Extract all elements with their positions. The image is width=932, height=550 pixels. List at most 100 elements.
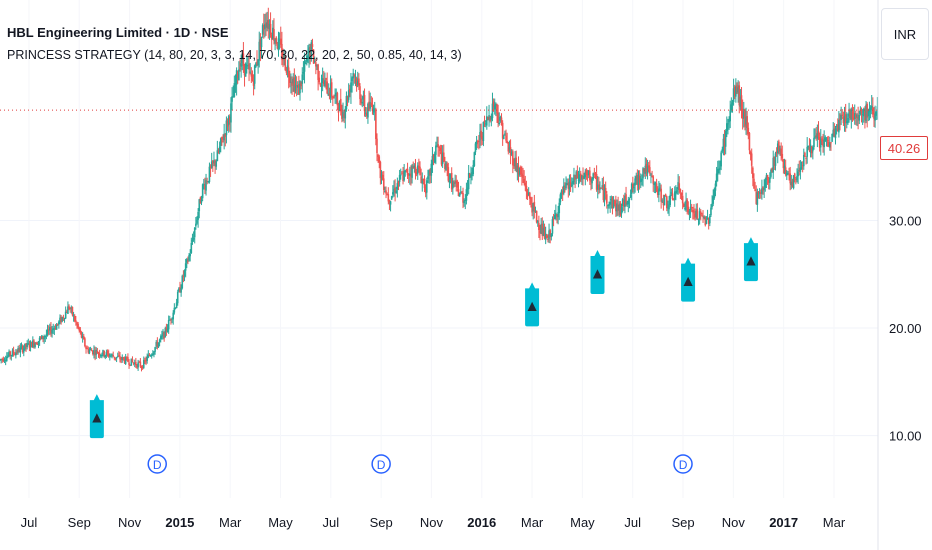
candle-body xyxy=(826,140,829,142)
candle-body xyxy=(12,350,15,354)
candle-body xyxy=(819,138,822,148)
currency-button[interactable]: INR xyxy=(881,8,929,60)
candle-body xyxy=(790,181,793,186)
candle-body xyxy=(140,366,143,368)
candle-body xyxy=(103,350,105,357)
candle-body xyxy=(180,288,182,293)
candle-body xyxy=(235,70,238,85)
candle-body xyxy=(182,275,185,277)
candle-body xyxy=(219,138,222,147)
candle-body xyxy=(431,155,434,166)
candle-body xyxy=(682,204,685,207)
candle-body xyxy=(875,111,878,116)
candle-body xyxy=(41,335,43,340)
candle-body xyxy=(518,167,521,175)
candle-body xyxy=(422,178,425,181)
candle-body xyxy=(759,192,762,194)
candle-body xyxy=(141,366,144,369)
candle-body xyxy=(61,317,64,322)
buy-signals: ▲ ▲ ▲ ▲ ▲ xyxy=(89,237,758,439)
candle-body xyxy=(715,173,718,183)
candle-body xyxy=(436,145,438,148)
candle-body xyxy=(105,351,108,356)
dividend-marker: D xyxy=(371,454,391,474)
candle-body xyxy=(668,204,670,210)
candle-body xyxy=(506,141,508,144)
candle-body xyxy=(627,200,630,205)
candle-body xyxy=(312,49,315,64)
candle-body xyxy=(502,136,505,139)
candle-body xyxy=(258,41,261,61)
candle-body xyxy=(252,81,255,86)
candle-body xyxy=(602,184,605,200)
candle-body xyxy=(135,361,137,366)
candle-body xyxy=(166,328,169,332)
candle-body xyxy=(850,109,853,120)
candle-body xyxy=(612,199,615,209)
candle-body xyxy=(86,348,88,350)
candle-body xyxy=(347,90,350,100)
candle-body xyxy=(56,323,59,325)
candle-body xyxy=(381,174,384,181)
candle-body xyxy=(716,168,719,175)
candle-body xyxy=(179,287,181,293)
candle-body xyxy=(461,192,463,194)
candle-body xyxy=(587,170,590,176)
candle-body xyxy=(70,307,73,309)
indicator-legend[interactable]: PRINCESS STRATEGY (14, 80, 20, 3, 3, 14,… xyxy=(7,48,462,62)
candle-body xyxy=(822,140,824,147)
candle-body xyxy=(756,192,759,205)
candle-body xyxy=(432,154,435,162)
candle-body xyxy=(158,339,161,343)
candle-body xyxy=(703,216,705,219)
buy-signal-arrow-icon: ▲ xyxy=(92,410,102,424)
candle-body xyxy=(778,141,780,152)
candle-body xyxy=(533,201,536,212)
candle-body xyxy=(686,199,688,207)
candle-body xyxy=(499,117,502,121)
candle-body xyxy=(471,172,473,177)
candle-body xyxy=(559,194,562,203)
candle-body xyxy=(603,188,606,202)
candle-body xyxy=(289,76,291,83)
candle-body xyxy=(302,72,305,74)
candle-body xyxy=(555,212,557,216)
candle-body xyxy=(624,196,626,208)
buy-signal-badge xyxy=(89,394,104,439)
candle-body xyxy=(796,175,798,181)
candle-body xyxy=(728,119,730,123)
candle-body xyxy=(430,163,433,176)
candle-body xyxy=(747,127,750,135)
candle-body xyxy=(387,194,390,202)
candle-body xyxy=(73,315,76,322)
candle-body xyxy=(727,123,729,125)
candle-body xyxy=(97,353,100,355)
candle-body xyxy=(596,184,599,190)
candle-body xyxy=(125,357,128,359)
candle-body xyxy=(305,55,308,62)
candle-body xyxy=(858,114,861,121)
x-tick-label: Jul xyxy=(323,515,340,530)
candle-body xyxy=(249,71,251,73)
candle-body xyxy=(802,154,805,167)
candle-body xyxy=(832,129,835,137)
buy-signal-arrow-icon: ▲ xyxy=(593,266,603,280)
candle-body xyxy=(470,174,472,178)
candle-body xyxy=(234,83,237,86)
candle-body xyxy=(862,108,865,117)
candle-body xyxy=(705,219,708,224)
candle-body xyxy=(635,176,638,180)
candle-body xyxy=(738,85,741,106)
candle-body xyxy=(358,78,360,86)
candle-body xyxy=(30,342,33,348)
candle-body xyxy=(808,146,811,151)
candle-body xyxy=(273,29,275,41)
candle-body xyxy=(334,95,336,97)
candle-body xyxy=(547,238,549,240)
candle-body xyxy=(26,343,28,348)
candle-body xyxy=(552,218,555,220)
candle-body xyxy=(343,114,345,118)
candle-body xyxy=(731,102,734,105)
candle-body xyxy=(164,328,167,338)
